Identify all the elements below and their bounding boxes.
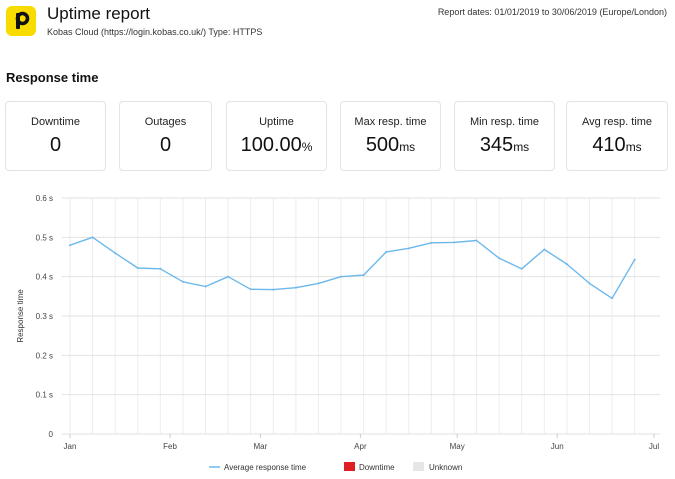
stat-number: 345 <box>479 134 514 156</box>
data-point <box>204 285 207 288</box>
legend-label-downtime: Downtime <box>359 463 395 472</box>
legend-marker-downtime <box>344 462 355 471</box>
stat-label: Max resp. time <box>354 116 427 128</box>
data-point <box>272 288 275 291</box>
stat-value: 100.00% <box>227 134 326 157</box>
data-point <box>317 282 320 285</box>
y-tick-label: 0 <box>49 430 54 439</box>
stats-cards: Downtime 0 Outages 0 Uptime 100.00% Max … <box>0 101 675 173</box>
y-tick-label: 0.4 s <box>36 273 53 282</box>
data-point <box>588 282 591 285</box>
stat-value: 345ms <box>455 134 554 157</box>
stat-card-avg-resp-time: Avg resp. time 410ms <box>566 101 668 171</box>
data-point <box>340 275 343 278</box>
data-point <box>633 258 636 261</box>
data-point <box>227 275 230 278</box>
stat-unit: % <box>301 140 313 154</box>
data-point <box>430 241 433 244</box>
stat-unit: ms <box>513 140 530 154</box>
stat-number: 0 <box>159 134 172 156</box>
stat-unit: ms <box>625 140 642 154</box>
stat-value: 0 <box>6 134 105 157</box>
x-tick-label: Jun <box>551 442 564 451</box>
stat-value: 500ms <box>341 134 440 157</box>
stat-card-outages: Outages 0 <box>119 101 212 171</box>
x-tick-label: Jul <box>649 442 659 451</box>
data-point <box>611 297 614 300</box>
stat-value: 0 <box>120 134 211 157</box>
stat-number: 0 <box>49 134 62 156</box>
monitor-subtitle: Kobas Cloud (https://login.kobas.co.uk/)… <box>47 27 263 37</box>
data-point <box>136 267 139 270</box>
response-time-chart: 0 0.1 s 0.2 s 0.3 s 0.4 s 0.5 s 0.6 s Jan Feb Mar… <box>16 194 660 472</box>
report-dates: Report dates: 01/01/2019 to 30/06/2019 (… <box>437 7 667 17</box>
stat-label: Outages <box>144 116 187 128</box>
stat-number: 410 <box>592 134 626 156</box>
data-point <box>498 257 501 260</box>
stat-value: 410ms <box>567 134 667 157</box>
data-point <box>181 280 184 283</box>
p-logo-glyph <box>15 11 30 29</box>
x-tick-label: Jan <box>64 442 77 451</box>
stat-card-uptime: Uptime 100.00% <box>226 101 327 171</box>
data-point <box>385 250 388 253</box>
data-point <box>159 267 162 270</box>
x-tick-label: Mar <box>253 442 267 451</box>
data-point <box>362 274 365 277</box>
p-logo-icon <box>6 6 36 36</box>
data-point <box>520 267 523 270</box>
data-point <box>452 241 455 244</box>
stat-label: Downtime <box>31 116 80 128</box>
y-tick-label: 0.3 s <box>36 312 53 321</box>
stat-card-max-resp-time: Max resp. time 500ms <box>340 101 441 171</box>
legend-label-unknown: Unknown <box>429 463 462 472</box>
y-tick-label: 0.1 s <box>36 391 53 400</box>
series-line-average-response-time <box>69 236 636 300</box>
legend-marker-unknown <box>413 462 424 471</box>
data-point <box>475 239 478 242</box>
stat-label: Min resp. time <box>469 116 540 128</box>
y-tick-label: 0.6 s <box>36 194 53 203</box>
data-point <box>543 248 546 251</box>
page-title: Uptime report <box>47 4 150 23</box>
section-title-response-time: Response time <box>6 70 99 85</box>
data-point <box>294 286 297 289</box>
x-tick-label: May <box>450 442 465 451</box>
data-point <box>565 263 568 266</box>
x-tick-label: Apr <box>354 442 367 451</box>
stat-unit: ms <box>399 140 416 154</box>
data-point <box>407 247 410 250</box>
data-point <box>249 288 252 291</box>
stat-number: 100.00 <box>240 134 302 156</box>
y-tick-label: 0.5 s <box>36 233 53 242</box>
data-point <box>114 252 117 255</box>
y-axis-label: Response time <box>16 289 25 343</box>
stat-number: 500 <box>365 134 400 156</box>
stat-card-min-resp-time: Min resp. time 345ms <box>454 101 555 171</box>
stat-card-downtime: Downtime 0 <box>5 101 106 171</box>
stat-label: Uptime <box>259 116 294 128</box>
data-point <box>91 236 94 239</box>
stat-label: Avg resp. time <box>581 116 653 128</box>
x-tick-label: Feb <box>163 442 177 451</box>
y-tick-label: 0.2 s <box>36 351 53 360</box>
legend-label-average-response-time: Average response time <box>224 463 307 472</box>
data-point <box>69 244 71 247</box>
